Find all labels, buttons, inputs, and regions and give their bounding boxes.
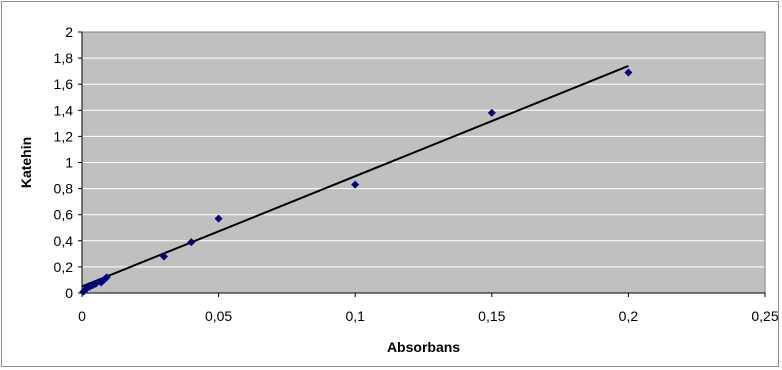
x-tick-label-0: 0 bbox=[78, 308, 86, 324]
data-point-0-13 bbox=[351, 180, 360, 189]
y-tick-label-3: 0,6 bbox=[54, 207, 74, 223]
data-point-0-15 bbox=[624, 68, 633, 77]
y-tick-label-5: 1 bbox=[65, 155, 73, 171]
y-tick-label-8: 1,6 bbox=[54, 76, 74, 92]
data-point-0-9 bbox=[102, 273, 111, 282]
x-tick-label-4: 0,2 bbox=[619, 308, 639, 324]
y-tick-label-4: 0,8 bbox=[54, 181, 74, 197]
data-point-0-12 bbox=[214, 214, 223, 223]
y-tick-label-10: 2 bbox=[65, 24, 73, 40]
y-tick-label-6: 1,2 bbox=[54, 128, 74, 144]
data-point-0-10 bbox=[159, 252, 168, 261]
y-tick-label-0: 0 bbox=[65, 285, 73, 301]
data-point-0-11 bbox=[187, 238, 196, 247]
y-tick-label-7: 1,4 bbox=[54, 102, 74, 118]
x-tick-label-2: 0,1 bbox=[345, 308, 365, 324]
x-tick-label-1: 0,05 bbox=[205, 308, 232, 324]
trendline bbox=[81, 65, 629, 288]
x-tick-label-5: 0,25 bbox=[751, 308, 778, 324]
y-tick-label-2: 0,4 bbox=[54, 233, 74, 249]
data-point-0-6 bbox=[91, 279, 100, 288]
y-tick-label-9: 1,8 bbox=[54, 50, 74, 66]
x-tick-label-3: 0,15 bbox=[478, 308, 505, 324]
y-axis-title: Katehin bbox=[18, 137, 34, 188]
y-tick-label-1: 0,2 bbox=[54, 259, 74, 275]
x-axis-title: Absorbans bbox=[387, 339, 460, 355]
data-point-0-14 bbox=[487, 108, 496, 117]
